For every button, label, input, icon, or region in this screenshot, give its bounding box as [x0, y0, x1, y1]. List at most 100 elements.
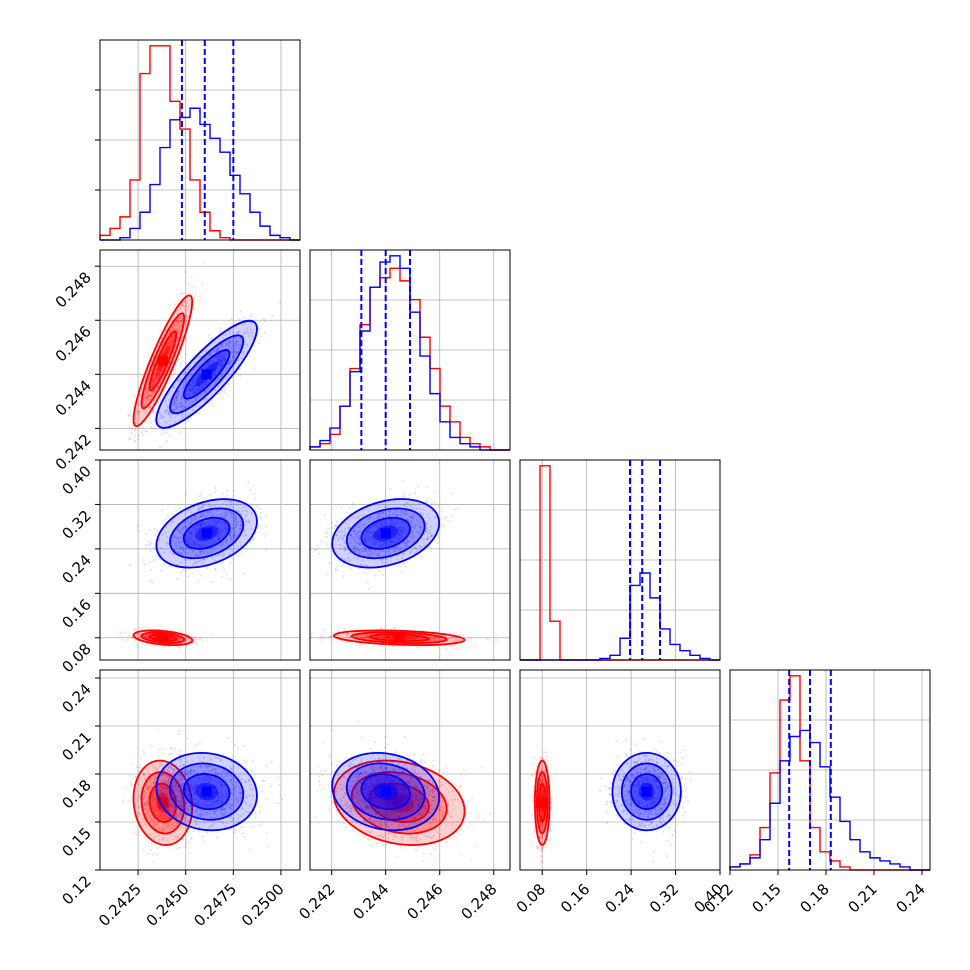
- scatter-point: [193, 386, 196, 390]
- scatter-point: [152, 409, 155, 412]
- scatter-point: [190, 389, 193, 393]
- scatter-point: [236, 545, 239, 548]
- scatter-point: [152, 382, 155, 385]
- scatter-point: [159, 381, 162, 384]
- scatter-point: [432, 638, 435, 641]
- scatter-point: [185, 314, 188, 318]
- scatter-point: [145, 401, 149, 404]
- scatter-point: [194, 527, 198, 531]
- scatter-point: [179, 571, 183, 574]
- scatter-point: [177, 379, 180, 383]
- scatter-point: [134, 639, 137, 642]
- scatter-point: [149, 406, 152, 409]
- scatter-point: [429, 532, 432, 535]
- scatter-point: [202, 513, 205, 516]
- scatter-point: [226, 376, 230, 380]
- scatter-point: [348, 636, 351, 640]
- panel-frame: [519, 459, 721, 661]
- scatter-point: [222, 545, 226, 548]
- scatter-point: [239, 356, 243, 360]
- scatter-point: [217, 530, 220, 534]
- scatter-point: [170, 413, 174, 416]
- scatter-point: [429, 635, 432, 638]
- scatter-point: [353, 547, 356, 550]
- scatter-point: [154, 635, 157, 638]
- scatter-point: [170, 390, 173, 393]
- scatter-point: [182, 526, 185, 529]
- scatter-point: [311, 632, 314, 635]
- scatter-point: [179, 328, 182, 331]
- scatter-point: [436, 507, 439, 510]
- scatter-point: [177, 336, 180, 339]
- scatter-point: [178, 325, 181, 329]
- scatter-point: [195, 397, 198, 400]
- scatter-point: [207, 504, 210, 508]
- scatter-point: [172, 535, 176, 538]
- scatter-point: [211, 542, 214, 545]
- scatter-point: [343, 541, 346, 545]
- scatter-point: [153, 375, 156, 378]
- scatter-point: [152, 363, 156, 366]
- scatter-point: [178, 542, 181, 546]
- scatter-point: [145, 391, 148, 394]
- scatter-point: [204, 497, 207, 500]
- scatter-point: [358, 635, 362, 639]
- scatter-point: [193, 379, 196, 382]
- scatter-point: [171, 552, 174, 555]
- scatter-point: [219, 528, 222, 531]
- scatter-point: [180, 524, 184, 527]
- scatter-point: [151, 385, 154, 389]
- scatter-point: [390, 520, 393, 523]
- scatter-point: [236, 521, 239, 524]
- scatter-point: [149, 405, 152, 408]
- scatter-point: [351, 530, 355, 533]
- scatter-point: [180, 530, 183, 533]
- scatter-point: [197, 356, 200, 359]
- scatter-point: [394, 541, 397, 544]
- scatter-point: [242, 353, 245, 357]
- scatter-point: [134, 428, 137, 431]
- scatter-point: [202, 390, 205, 394]
- scatter-point: [224, 530, 227, 533]
- scatter-point: [202, 359, 206, 362]
- scatter-point: [229, 561, 232, 564]
- scatter-point: [223, 500, 227, 503]
- scatter-point: [217, 544, 220, 547]
- scatter-point: [197, 375, 200, 378]
- scatter-point: [218, 358, 221, 362]
- scatter-point: [189, 529, 192, 533]
- scatter-point: [130, 428, 133, 431]
- scatter-point: [175, 328, 178, 332]
- scatter-point: [177, 320, 180, 323]
- scatter-point: [220, 364, 224, 368]
- scatter-point: [351, 632, 354, 635]
- scatter-point: [212, 374, 215, 377]
- scatter-point: [173, 336, 176, 340]
- scatter-point: [244, 332, 247, 335]
- scatter-point: [133, 394, 136, 397]
- scatter-point: [193, 545, 196, 548]
- scatter-point: [223, 334, 226, 337]
- scatter-point: [152, 635, 155, 638]
- scatter-point: [258, 525, 261, 528]
- scatter-point: [148, 529, 151, 532]
- scatter-point: [225, 494, 228, 497]
- scatter-point: [208, 543, 212, 546]
- scatter-point: [183, 299, 186, 302]
- scatter-point: [180, 404, 183, 407]
- scatter-point: [193, 506, 196, 509]
- scatter-point: [363, 636, 366, 639]
- scatter-point: [196, 543, 200, 546]
- scatter-point: [367, 538, 370, 542]
- scatter-point: [228, 540, 231, 543]
- scatter-point: [219, 528, 223, 531]
- scatter-point: [181, 405, 184, 408]
- scatter-point: [382, 635, 385, 639]
- scatter-point: [344, 530, 347, 533]
- scatter-point: [374, 574, 377, 577]
- scatter-point: [239, 541, 242, 544]
- scatter-point: [225, 333, 228, 336]
- scatter-point: [152, 381, 155, 384]
- scatter-point: [221, 530, 225, 533]
- scatter-point: [227, 374, 230, 377]
